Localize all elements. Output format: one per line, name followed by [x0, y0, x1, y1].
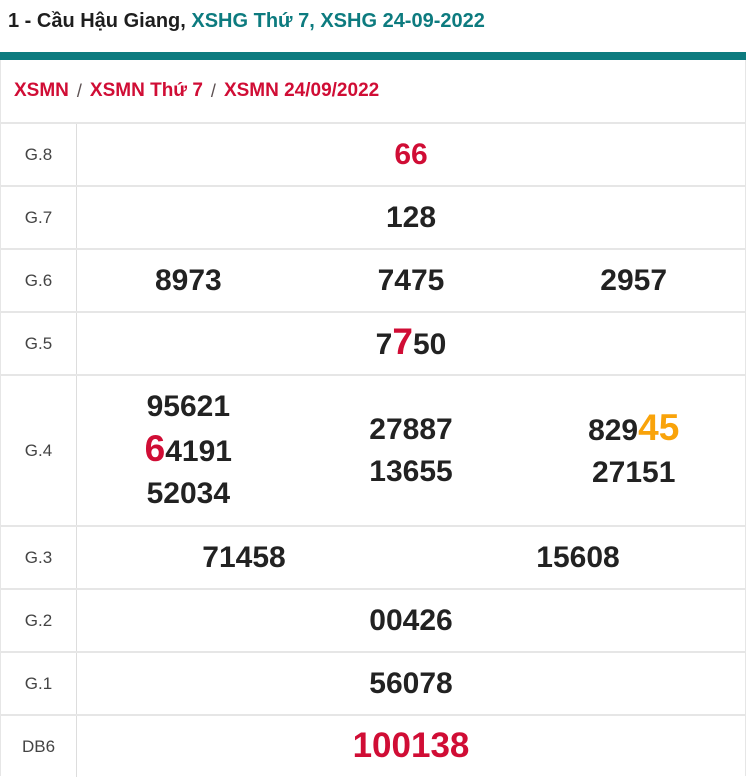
prize-number: 2957 — [600, 260, 667, 302]
prize-digit-segment: 128 — [385, 200, 437, 234]
prize-number: 7475 — [378, 260, 445, 302]
breadcrumb-link-date[interactable]: XSMN 24/09/2022 — [223, 80, 380, 101]
prize-number: 27151 — [592, 452, 675, 494]
content-panel: XSMN / XSMN Thứ 7 / XSMN 24/09/2022 G.8 66 G.7… — [0, 60, 746, 777]
prize-row: G.7 128 — [1, 185, 745, 248]
prize-number: 82945 — [588, 407, 679, 452]
prize-row: G.3 71458 15608 — [1, 525, 745, 588]
prize-values: 100138 — [77, 716, 745, 777]
prize-column: 8973 — [77, 250, 300, 311]
prize-digit-segment: 7 — [375, 328, 393, 361]
prize-digit-segment: 15608 — [536, 540, 620, 574]
prize-digit-segment: 56078 — [369, 666, 453, 700]
prize-row: G.8 66 — [1, 122, 745, 185]
prize-column: 100138 — [77, 716, 745, 777]
prize-digit-segment: 6 — [144, 428, 166, 469]
prize-number: 8973 — [155, 260, 222, 302]
breadcrumb-separator: / — [76, 80, 82, 101]
prize-row: G.5 7750 — [1, 311, 745, 374]
prize-label: DB6 — [1, 716, 77, 777]
results-table: G.8 66 G.7 128 G.6 8973 7475 2957 G.5 7750 G.4 9562… — [1, 122, 745, 777]
prize-column: 7475 — [300, 250, 523, 311]
prize-digit-segment: 71458 — [202, 540, 286, 574]
prize-number: 13655 — [369, 451, 452, 493]
prize-label: G.6 — [1, 250, 77, 311]
page-title-text: 1 - Cầu Hậu Giang, — [8, 10, 186, 32]
prize-label: G.8 — [1, 124, 77, 185]
prize-values: 128 — [77, 187, 745, 248]
title-link-date[interactable]: XSHG 24-09-2022 — [320, 10, 485, 32]
prize-number: 00426 — [369, 600, 452, 642]
prize-digit-segment: 4191 — [165, 435, 232, 468]
breadcrumb-link-region[interactable]: XSMN — [14, 80, 69, 101]
prize-number: 15608 — [536, 537, 619, 579]
prize-digit-segment: 45 — [638, 407, 680, 448]
prize-number: 64191 — [145, 428, 232, 473]
prize-column: 15608 — [411, 527, 745, 588]
prize-number: 56078 — [369, 663, 452, 705]
prize-number: 95621 — [147, 386, 230, 428]
prize-values: 8973 7475 2957 — [77, 250, 745, 311]
page-title: 1 - Cầu Hậu Giang, XSHG Thứ 7, XSHG 24-0… — [0, 0, 746, 52]
prize-digit-segment: 95621 — [146, 390, 231, 423]
prize-row: DB6 100138 — [1, 714, 745, 777]
prize-digit-segment: 829 — [588, 414, 639, 447]
prize-digit-segment: 7475 — [377, 263, 445, 297]
prize-digit-segment: 66 — [394, 137, 428, 171]
prize-digit-segment: 8973 — [154, 263, 222, 297]
prize-label: G.4 — [1, 376, 77, 525]
prize-label: G.3 — [1, 527, 77, 588]
breadcrumb-link-weekday[interactable]: XSMN Thứ 7 — [89, 80, 203, 101]
teal-accent-bar — [0, 52, 746, 60]
prize-row: G.6 8973 7475 2957 — [1, 248, 745, 311]
prize-values: 66 — [77, 124, 745, 185]
prize-digit-segment: 27151 — [591, 456, 676, 489]
prize-digit-segment: 27887 — [369, 412, 453, 446]
prize-column: 66 — [77, 124, 745, 185]
prize-label: G.1 — [1, 653, 77, 714]
prize-column: 00426 — [77, 590, 745, 651]
prize-number: 52034 — [147, 473, 230, 515]
prize-digit-segment: 13655 — [369, 454, 453, 488]
prize-number: 128 — [386, 197, 436, 239]
prize-label: G.7 — [1, 187, 77, 248]
prize-number: 27887 — [369, 409, 452, 451]
title-link-weekday[interactable]: XSHG Thứ 7, — [191, 10, 315, 32]
prize-row: G.4 95621 64191 52034 27887 13655 82945 27151 — [1, 374, 745, 525]
prize-digit-segment: 2957 — [600, 263, 668, 297]
prize-number: 71458 — [202, 537, 285, 579]
prize-digit-segment: 52034 — [146, 477, 231, 510]
prize-column: 82945 27151 — [522, 376, 745, 525]
prize-number: 100138 — [353, 725, 470, 769]
prize-digit-segment: 50 — [412, 328, 447, 361]
prize-number: 66 — [394, 134, 427, 176]
prize-row: G.2 00426 — [1, 588, 745, 651]
prize-column: 56078 — [77, 653, 745, 714]
prize-label: G.5 — [1, 313, 77, 374]
breadcrumb: XSMN / XSMN Thứ 7 / XSMN 24/09/2022 — [1, 60, 745, 122]
prize-number: 7750 — [376, 321, 447, 366]
prize-column: 2957 — [522, 250, 745, 311]
prize-label: G.2 — [1, 590, 77, 651]
prize-row: G.1 56078 — [1, 651, 745, 714]
prize-column: 7750 — [77, 313, 745, 374]
prize-values: 95621 64191 52034 27887 13655 82945 27151 — [77, 376, 745, 525]
prize-values: 7750 — [77, 313, 745, 374]
prize-column: 71458 — [77, 527, 411, 588]
prize-column: 95621 64191 52034 — [77, 376, 300, 525]
prize-values: 71458 15608 — [77, 527, 745, 588]
prize-column: 128 — [77, 187, 745, 248]
prize-values: 56078 — [77, 653, 745, 714]
prize-digit-segment: 7 — [392, 321, 413, 362]
prize-digit-segment: 00426 — [369, 603, 453, 637]
prize-values: 00426 — [77, 590, 745, 651]
breadcrumb-separator: / — [210, 80, 216, 101]
prize-digit-segment: 100138 — [352, 725, 470, 765]
prize-column: 27887 13655 — [300, 376, 523, 525]
